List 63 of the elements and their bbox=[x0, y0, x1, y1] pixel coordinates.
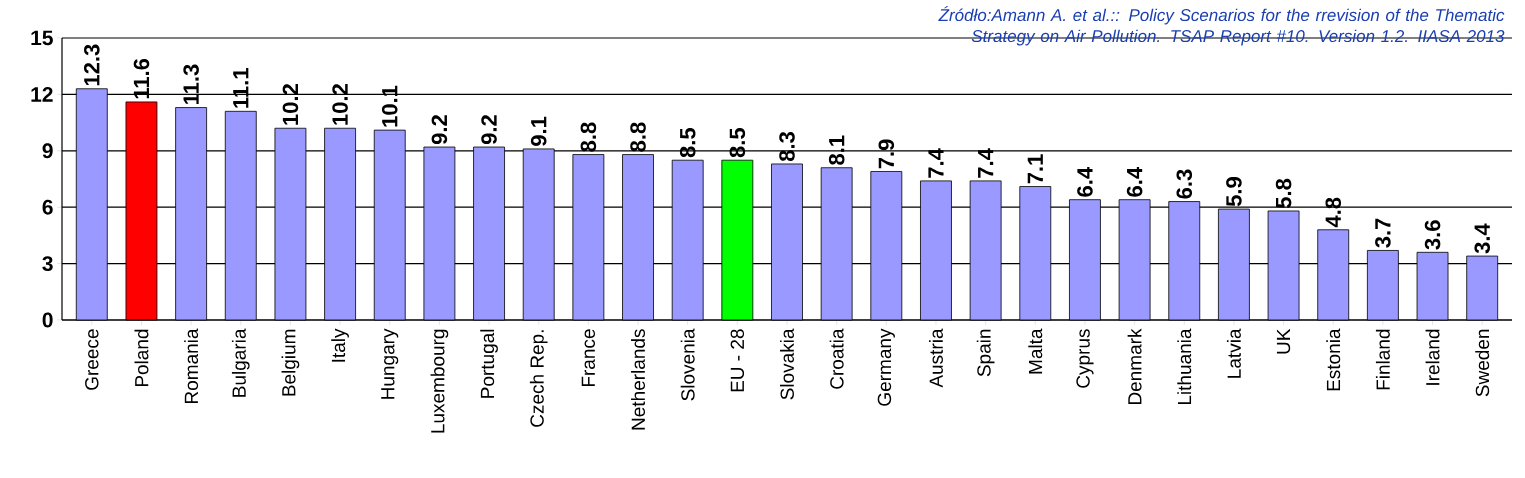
data-label: 10.2 bbox=[332, 84, 348, 125]
data-label: 10.2 bbox=[282, 84, 299, 125]
data-label: 5.9 bbox=[1226, 177, 1242, 207]
data-label: 6.4 bbox=[1126, 167, 1143, 197]
data-label: 3.6 bbox=[1424, 220, 1441, 250]
data-label: 7.4 bbox=[978, 148, 994, 178]
x-tick-label: Romania bbox=[184, 328, 199, 403]
data-label: 8.3 bbox=[779, 131, 795, 162]
x-tick-label: Austria bbox=[928, 328, 943, 388]
data-label: 5.8 bbox=[1275, 178, 1292, 209]
data-label: 9.1 bbox=[530, 116, 547, 146]
x-tick-label: Croatia bbox=[829, 328, 844, 389]
data-label: 11.1 bbox=[233, 68, 249, 108]
x-tick-label: Greece bbox=[85, 329, 99, 390]
x-tick-label: Germany bbox=[877, 328, 895, 406]
data-label: 6.3 bbox=[1176, 169, 1193, 199]
x-tick-label: France bbox=[581, 329, 595, 387]
x-tick-label: Finland bbox=[1375, 329, 1390, 390]
data-label: 8.8 bbox=[580, 122, 597, 152]
x-tick-label: Estonia bbox=[1326, 328, 1341, 391]
data-label: 8.8 bbox=[630, 122, 646, 152]
x-tick-label: Ireland bbox=[1425, 329, 1440, 385]
data-label: 3.4 bbox=[1474, 223, 1491, 254]
y-tick-label: 12 bbox=[31, 87, 53, 102]
x-tick-label: Belgium bbox=[281, 329, 300, 396]
x-tick-label: Spain bbox=[976, 329, 995, 377]
x-tick-label: Lithuania bbox=[1177, 328, 1192, 405]
data-label: 8.5 bbox=[679, 128, 696, 158]
x-tick-label: Netherlands bbox=[631, 329, 645, 430]
data-label: 3.7 bbox=[1375, 218, 1391, 248]
y-tick-label: 3 bbox=[42, 256, 53, 272]
data-label: 4.8 bbox=[1325, 197, 1342, 228]
x-tick-label: Latvia bbox=[1226, 328, 1241, 378]
x-tick-label: EU - 28 bbox=[730, 329, 745, 392]
x-tick-label: Poland bbox=[134, 329, 149, 387]
x-tick-label: Hungary bbox=[381, 328, 399, 399]
data-label: 7.1 bbox=[1027, 154, 1043, 184]
data-label: 9.2 bbox=[431, 115, 448, 145]
x-tick-label: Luxembourg bbox=[430, 329, 449, 433]
x-tick-label: Malta bbox=[1028, 328, 1043, 374]
data-label: 6.4 bbox=[1077, 167, 1093, 197]
y-tick-label: 6 bbox=[42, 199, 53, 215]
x-tick-label: Italy bbox=[331, 328, 349, 362]
data-label: 11.3 bbox=[183, 64, 199, 104]
data-label: 9.2 bbox=[481, 115, 497, 145]
data-label: 8.5 bbox=[729, 128, 746, 158]
x-tick-label: Portugal bbox=[480, 329, 498, 398]
y-tick-label: 15 bbox=[31, 30, 53, 46]
x-tick-label: Cyprus bbox=[1076, 329, 1094, 388]
data-label: 8.1 bbox=[828, 135, 845, 165]
x-tick-label: Bulgaria bbox=[231, 328, 250, 397]
x-tick-label: Slovakia bbox=[780, 328, 794, 400]
x-tick-label: Slovenia bbox=[680, 328, 695, 401]
y-tick-label: 0 bbox=[42, 312, 53, 328]
data-label: 12.3 bbox=[83, 44, 100, 86]
x-tick-label: Sweden bbox=[1475, 329, 1490, 397]
y-tick-label: 9 bbox=[42, 143, 53, 159]
data-label: 7.4 bbox=[928, 148, 944, 178]
x-tick-label: Denmark bbox=[1127, 328, 1142, 405]
data-label: 7.9 bbox=[878, 139, 895, 169]
x-tick-label: Czech Rep. bbox=[529, 330, 548, 427]
data-label: 10.1 bbox=[381, 85, 398, 127]
x-tick-label: UK bbox=[1276, 328, 1291, 354]
